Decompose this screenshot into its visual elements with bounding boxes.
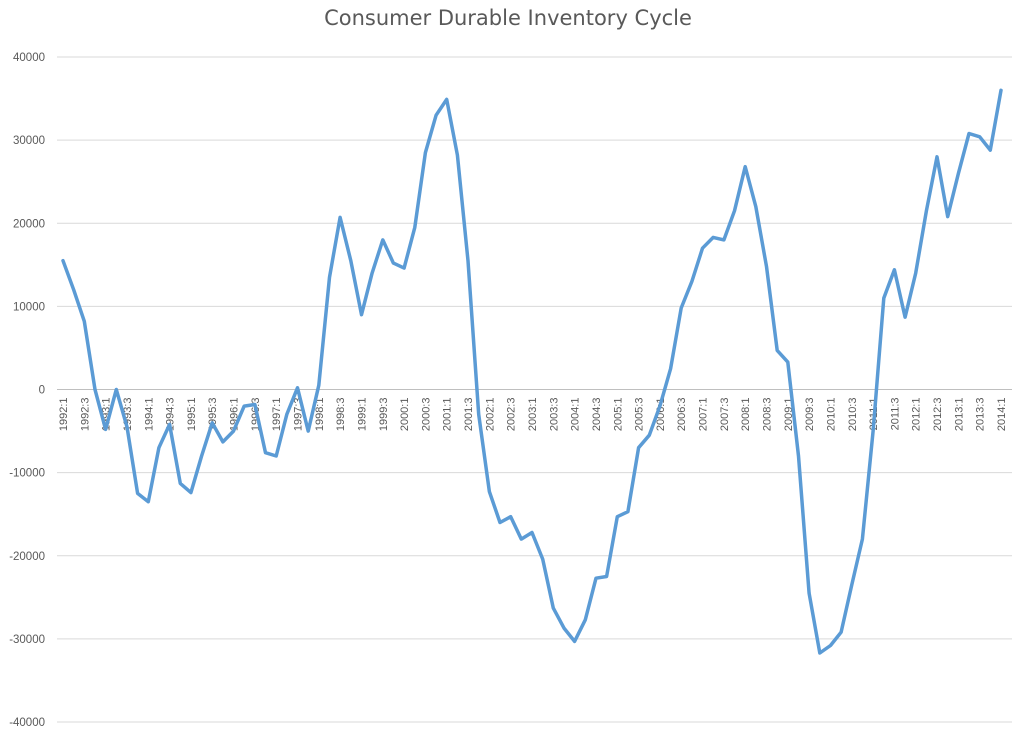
y-tick-label: 20000 [13, 218, 45, 230]
x-tick-label: 1999:1 [356, 398, 368, 432]
x-tick-label: 2012:3 [932, 398, 944, 432]
x-tick-label: 2007:1 [698, 398, 710, 432]
y-tick-label: -20000 [9, 551, 45, 563]
x-tick-label: 1995:3 [207, 398, 219, 432]
y-tick-label: -10000 [9, 468, 45, 480]
x-tick-label: 2003:1 [527, 398, 539, 432]
x-tick-label: 1999:3 [378, 398, 390, 432]
x-tick-label: 2010:1 [825, 398, 837, 432]
x-tick-label: 2004:3 [591, 398, 603, 432]
x-tick-label: 2008:1 [740, 398, 752, 432]
series-layer [61, 88, 1003, 655]
x-tick-label: 1992:1 [58, 398, 70, 432]
y-tick-label: 10000 [13, 301, 45, 313]
x-tick-label: 2000:3 [420, 398, 432, 432]
x-tick-label: 1998:1 [314, 398, 326, 432]
x-tick-label: 1992:3 [79, 398, 91, 432]
x-tick-label: 2011:3 [889, 398, 901, 431]
x-tick-label: 1997:1 [271, 398, 283, 432]
x-tick-label: 2013:3 [975, 398, 987, 432]
x-tick-label: 2006:3 [676, 398, 688, 432]
y-tick-label: -30000 [9, 634, 45, 646]
gridlines [57, 56, 1012, 723]
x-tick-label: 2012:1 [911, 398, 923, 432]
x-tick-label: 2003:3 [548, 398, 560, 432]
y-axis-tick-labels: 40000 30000 20000 10000 0 -10000 -20000 -30000 -… [9, 52, 45, 729]
x-tick-label: 2013:1 [953, 398, 965, 432]
x-tick-label: 2001:3 [463, 398, 475, 432]
x-tick-label: 2002:3 [506, 398, 518, 432]
x-tick-label: 1994:1 [143, 398, 155, 432]
x-tick-label: 2000:1 [399, 398, 411, 432]
x-tick-label: 1995:1 [186, 398, 198, 432]
x-axis-tick-labels: 1992:1 1992:3 1993:1 1993:3 1994:1 1994:3 1995… [58, 398, 1008, 432]
x-tick-label: 1998:3 [335, 398, 347, 432]
x-tick-label: 2014:1 [996, 398, 1008, 432]
x-tick-label: 2009:3 [804, 398, 816, 432]
x-tick-label: 2002:1 [484, 398, 496, 432]
y-tick-label: 40000 [13, 52, 45, 64]
x-tick-label: 2001:1 [442, 398, 454, 432]
x-tick-label: 1994:3 [165, 398, 177, 432]
y-tick-label: -40000 [9, 717, 45, 729]
x-tick-label: 2010:3 [847, 398, 859, 432]
x-tick-label: 2006:1 [655, 398, 667, 432]
y-tick-label: 30000 [13, 135, 45, 147]
x-tick-label: 2007:3 [719, 398, 731, 432]
x-tick-label: 2008:3 [762, 398, 774, 432]
chart-title: Consumer Durable Inventory Cycle [324, 6, 692, 30]
x-tick-label: 2005:1 [612, 398, 624, 432]
x-tick-label: 2004:1 [570, 398, 582, 432]
series-line [61, 88, 1003, 655]
y-tick-label: 0 [39, 385, 45, 397]
x-tick-label: 2005:3 [634, 398, 646, 432]
